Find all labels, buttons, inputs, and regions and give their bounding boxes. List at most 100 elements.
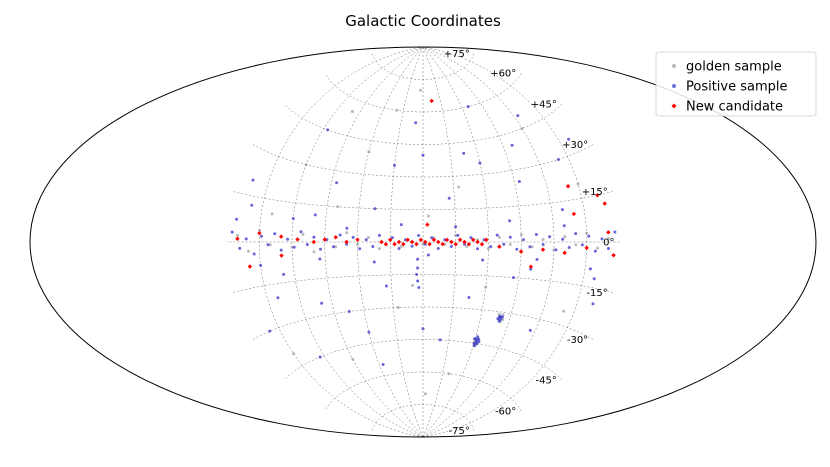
data-point-positive-sample <box>447 196 451 200</box>
data-point-positive-sample <box>438 338 442 342</box>
data-point-positive-sample <box>318 257 322 261</box>
data-point-new-candidate <box>457 237 463 243</box>
data-point-positive-sample <box>282 272 286 276</box>
data-point-new-candidate <box>279 253 284 258</box>
data-point-new-candidate <box>440 241 445 247</box>
data-point-positive-sample <box>417 234 421 237</box>
data-point-golden-sample <box>530 245 534 249</box>
data-point-positive-sample <box>517 180 521 183</box>
data-point-golden-sample <box>290 245 294 249</box>
data-point-positive-sample <box>534 233 538 236</box>
data-point-golden-sample <box>519 233 523 237</box>
data-point-new-candidate <box>611 253 616 258</box>
data-point-positive-sample <box>512 276 515 280</box>
data-point-positive-sample <box>600 237 604 241</box>
data-point-new-candidate <box>479 242 485 247</box>
data-point-new-candidate <box>595 193 600 198</box>
data-point-positive-sample <box>500 315 504 319</box>
data-point-new-candidate <box>322 237 327 242</box>
data-point-positive-sample <box>593 249 597 253</box>
data-point-positive-sample <box>516 114 520 118</box>
data-point-positive-sample <box>410 244 414 248</box>
data-point-positive-sample <box>476 247 479 251</box>
data-point-positive-sample <box>251 178 255 182</box>
data-point-positive-sample <box>472 344 476 348</box>
data-point-new-candidate <box>401 241 406 247</box>
data-point-positive-sample <box>244 237 248 241</box>
data-point-new-candidate <box>414 241 419 247</box>
data-point-positive-sample <box>521 238 525 242</box>
data-point-positive-sample <box>499 317 503 321</box>
data-point-new-candidate <box>540 247 546 252</box>
data-point-positive-sample <box>430 236 434 240</box>
data-point-golden-sample <box>395 108 399 112</box>
data-point-positive-sample <box>456 233 460 237</box>
data-point-positive-sample <box>347 310 351 313</box>
data-point-positive-sample <box>373 207 377 211</box>
data-point-positive-sample <box>292 245 296 249</box>
data-point-golden-sample <box>562 309 566 313</box>
data-point-positive-sample <box>367 330 371 334</box>
data-point-positive-sample <box>358 247 362 251</box>
latitude-tick-label: +75° <box>444 49 470 60</box>
data-point-golden-sample <box>292 352 295 356</box>
data-point-golden-sample <box>351 357 355 361</box>
data-point-golden-sample <box>336 205 340 209</box>
longitude-gridline <box>357 46 424 438</box>
data-point-positive-sample <box>235 217 239 221</box>
data-point-positive-sample <box>238 246 242 250</box>
data-point-positive-sample <box>528 328 532 332</box>
data-point-golden-sample <box>345 231 349 235</box>
data-point-new-candidate <box>562 250 567 256</box>
data-point-positive-sample <box>580 243 584 247</box>
data-point-positive-sample <box>535 258 539 261</box>
data-point-golden-sample <box>396 306 400 309</box>
legend-label: New candidate <box>686 100 783 115</box>
data-point-new-candidate <box>449 239 454 245</box>
data-point-new-candidate <box>606 230 611 235</box>
data-point-positive-sample <box>591 302 595 306</box>
data-point-positive-sample <box>495 233 499 237</box>
data-point-golden-sample <box>411 283 414 287</box>
data-point-golden-sample <box>447 372 451 376</box>
data-point-golden-sample <box>585 231 589 235</box>
data-point-positive-sample <box>473 337 476 341</box>
data-point-golden-sample <box>247 249 250 253</box>
data-point-golden-sample <box>465 244 469 248</box>
latitude-tick-label: -30° <box>567 335 588 346</box>
data-point-positive-sample <box>592 277 596 281</box>
longitude-gridline <box>324 46 424 438</box>
data-point-positive-sample <box>416 279 420 283</box>
data-point-positive-sample <box>364 238 368 242</box>
latitude-tick-label: +15° <box>582 187 608 198</box>
data-point-golden-sample <box>304 163 308 167</box>
data-point-new-candidate <box>257 230 262 236</box>
plot-boundary <box>29 46 817 438</box>
data-point-positive-sample <box>345 226 349 230</box>
data-point-positive-sample <box>252 252 256 256</box>
data-point-positive-sample <box>421 153 425 157</box>
data-point-golden-sample <box>574 243 578 247</box>
data-point-positive-sample <box>588 267 592 271</box>
data-point-positive-sample <box>312 235 316 239</box>
data-point-positive-sample <box>462 151 466 155</box>
data-point-positive-sample <box>320 301 324 305</box>
latitude-tick-label: -15° <box>586 288 607 299</box>
data-point-positive-sample <box>319 247 322 251</box>
data-points <box>230 88 617 396</box>
longitude-gridline <box>259 46 424 438</box>
data-point-new-candidate <box>392 241 397 247</box>
data-point-positive-sample <box>561 237 565 241</box>
data-point-new-candidate <box>466 242 472 247</box>
data-point-golden-sample <box>258 228 262 232</box>
data-point-positive-sample <box>399 223 403 227</box>
data-point-positive-sample <box>397 247 401 250</box>
data-point-positive-sample <box>326 128 330 132</box>
data-point-positive-sample <box>390 236 394 240</box>
data-point-positive-sample <box>268 329 272 333</box>
data-point-positive-sample <box>416 257 420 261</box>
data-point-new-candidate <box>409 239 415 245</box>
data-point-positive-sample <box>481 258 485 262</box>
longitude-gridline <box>422 46 522 438</box>
